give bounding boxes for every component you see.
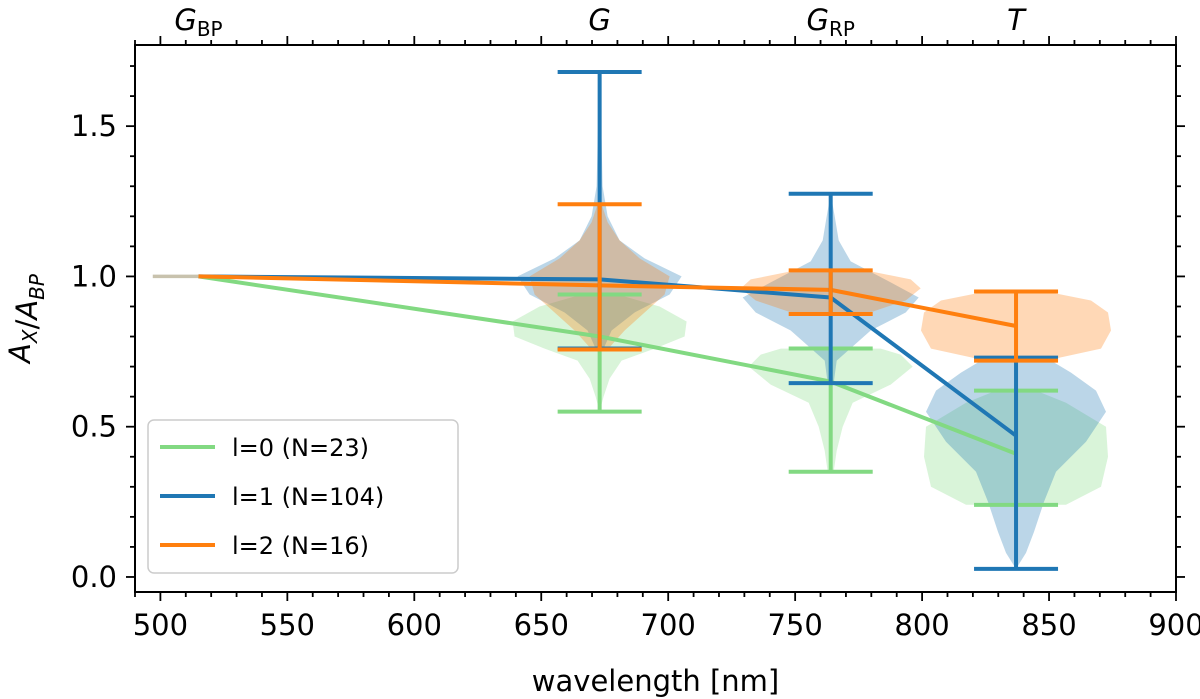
series-lines-layer [198, 274, 1018, 456]
y-tick-label: 0.0 [71, 560, 117, 594]
y-tick-label: 1.5 [71, 109, 117, 143]
legend-box [147, 419, 459, 574]
errorbar-2-0 [557, 202, 642, 352]
ticks-layer: 500 550 600 650 700 750 800 850 900 0.0 0.5 1.0 1.5 [71, 36, 1200, 642]
x-tick-label: 850 [1021, 608, 1076, 642]
y-axis-label: AX/ABP [3, 273, 49, 365]
y-tick-label: 1.0 [71, 259, 117, 293]
x-tick-label: 600 [387, 608, 442, 642]
x-tick-label: 750 [767, 608, 822, 642]
y-tick-label: 0.5 [71, 410, 117, 444]
band-label-2: GRP [806, 3, 854, 41]
x-tick-label: 550 [260, 608, 315, 642]
legend: l=0 (N=23) l=1 (N=104) l=2 (N=16) [147, 419, 459, 574]
violin-layer [512, 72, 1111, 569]
band-label-1: G [588, 3, 610, 37]
errorbar-layer [557, 70, 1059, 571]
series-line-2 [198, 274, 1017, 328]
band-label-3: T [1007, 3, 1027, 37]
errorbar-2-2 [974, 289, 1059, 363]
x-tick-label: 800 [894, 608, 949, 642]
plot-frame [134, 44, 1177, 593]
legend-label-2: l=2 (N=16) [232, 532, 369, 560]
top-band-labels: GBP G GRP T [174, 3, 1027, 41]
errorbar-2-1 [788, 268, 873, 316]
x-tick-label: 900 [1148, 608, 1200, 642]
band-label-0: GBP [174, 3, 222, 41]
series-line-0 [198, 274, 1017, 456]
legend-label-1: l=1 (N=104) [232, 483, 384, 511]
x-axis-label: wavelength [nm] [532, 664, 779, 698]
x-tick-label: 500 [133, 608, 188, 642]
legend-label-0: l=0 (N=23) [232, 434, 369, 462]
x-tick-label: 650 [514, 608, 569, 642]
x-tick-label: 700 [641, 608, 696, 642]
